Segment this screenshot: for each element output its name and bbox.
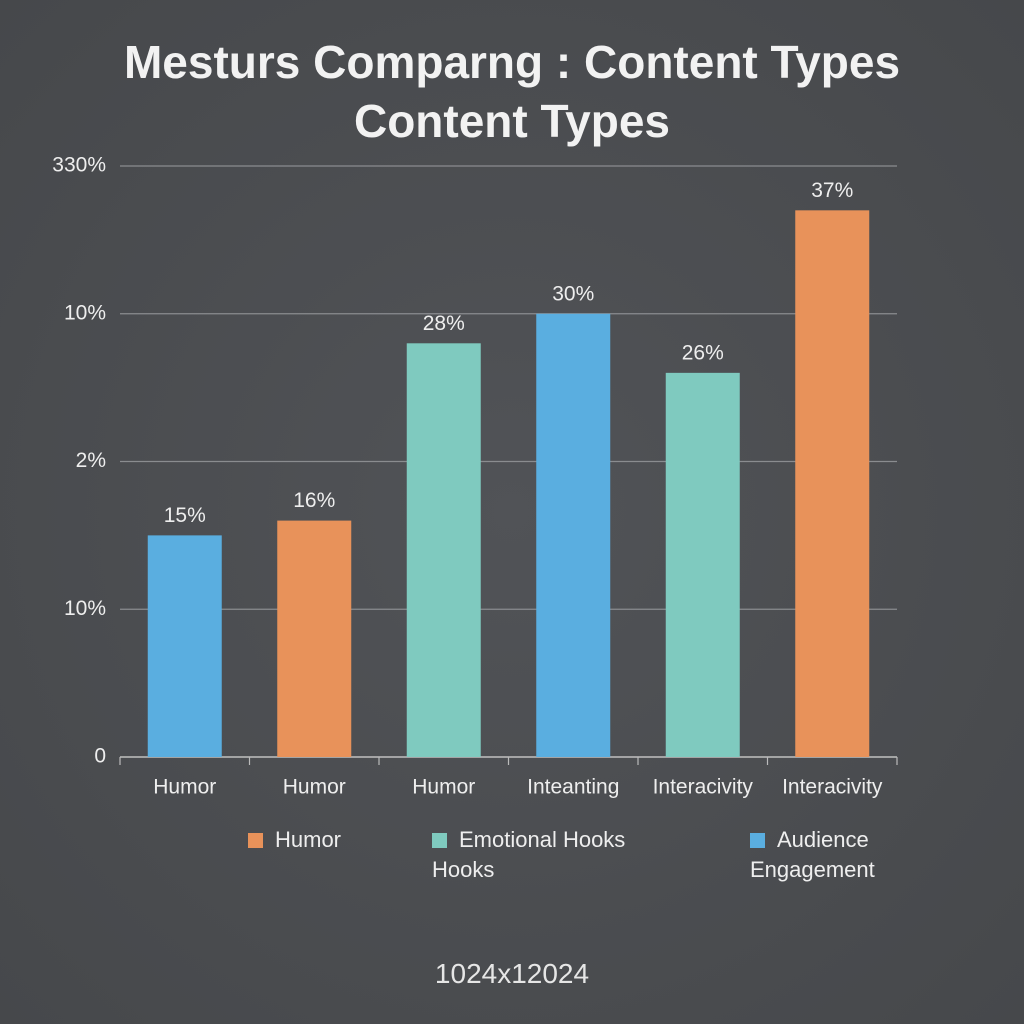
x-tick-label: Interacivity: [653, 776, 754, 799]
y-tick-label: 10%: [64, 597, 106, 620]
legend-label: Emotional Hooks Hooks: [432, 827, 626, 882]
y-tick-label: 10%: [64, 301, 106, 324]
value-label: 28%: [423, 312, 465, 335]
value-label: 15%: [164, 504, 206, 527]
legend-swatch: [750, 833, 765, 848]
bar: [406, 343, 481, 757]
legend-item: Audience Engagement: [750, 825, 920, 885]
x-tick-label: Humor: [153, 776, 216, 799]
bar: [536, 313, 611, 757]
x-tick-label: Humor: [283, 776, 346, 799]
legend-label: Audience Engagement: [750, 827, 875, 882]
value-label: 37%: [811, 179, 853, 202]
legend-item: Humor: [248, 825, 368, 855]
bar: [795, 210, 870, 757]
bar: [665, 372, 740, 757]
chart-title: Content Types: [353, 95, 671, 147]
legend-swatch: [432, 833, 447, 848]
value-label: 26%: [682, 341, 724, 364]
x-tick-label: Interacivity: [782, 776, 883, 799]
legend-swatch: [248, 833, 263, 848]
y-tick-label: 2%: [76, 449, 106, 472]
legend-label: Humor: [275, 827, 342, 852]
chart-title: Mesturs Comparng : Content Types: [123, 36, 901, 88]
value-label: 30%: [552, 282, 594, 305]
legend-item: Emotional Hooks Hooks: [432, 825, 662, 885]
value-label: 16%: [293, 489, 335, 512]
bar: [277, 520, 352, 757]
x-tick-label: Humor: [412, 776, 475, 799]
bar: [147, 535, 222, 757]
y-tick-label: 330%: [52, 154, 106, 177]
footer: 1024x12024: [434, 958, 590, 989]
y-tick-label: 0: [94, 745, 106, 768]
x-tick-label: Inteanting: [527, 776, 619, 799]
